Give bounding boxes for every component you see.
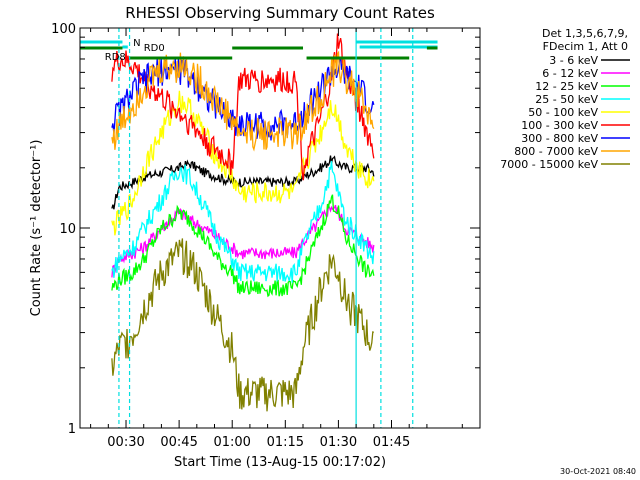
x-axis-label: Start Time (13-Aug-15 00:17:02) [174, 455, 386, 470]
series-line [111, 238, 375, 412]
legend: Det 1,3,5,6,7,9, FDecim 1, Att 0 3 - 6 k… [500, 27, 630, 171]
legend-item-label: 6 - 12 keV [542, 67, 598, 80]
timestamp: 30-Oct-2021 08:40 [560, 467, 636, 476]
legend-item-label: 25 - 50 keV [535, 93, 598, 106]
y-tick-label: 1 [68, 422, 76, 437]
legend-item-label: 300 - 800 keV [521, 132, 598, 145]
legend-item-label: 7000 - 15000 keV [500, 158, 598, 171]
legend-item-label: 800 - 7000 keV [514, 145, 598, 158]
series-line [111, 155, 375, 210]
series-line [111, 50, 375, 152]
series-line [111, 194, 375, 298]
series-line [111, 90, 375, 236]
legend-item-label: 100 - 300 keV [521, 119, 598, 132]
x-tick-label: 00:30 [107, 435, 144, 450]
chart-title: RHESSI Observing Summary Count Rates [125, 4, 435, 22]
y-axis-label: Count Rate (s⁻¹ detector⁻¹) [29, 140, 44, 317]
legend-item-label: 3 - 6 keV [549, 54, 598, 67]
legend-item-label: 12 - 25 keV [535, 80, 598, 93]
flag-label-rd8: RD8 [105, 52, 126, 63]
x-tick-label: 01:30 [320, 435, 357, 450]
legend-header-1: Det 1,3,5,6,7,9, [542, 27, 628, 40]
legend-item-label: 50 - 100 keV [528, 106, 598, 119]
y-tick-label: 10 [59, 222, 76, 237]
flag-label-rd0: RD0 [144, 43, 165, 54]
flag-label-n: N [133, 38, 140, 49]
x-tick-label: 00:45 [160, 435, 197, 450]
legend-header-2: FDecim 1, Att 0 [543, 40, 628, 53]
x-tick-label: 01:15 [267, 435, 304, 450]
x-tick-label: 01:00 [213, 435, 250, 450]
series-line [111, 160, 375, 283]
x-tick-label: 01:45 [373, 435, 410, 450]
y-tick-label: 100 [51, 22, 76, 37]
